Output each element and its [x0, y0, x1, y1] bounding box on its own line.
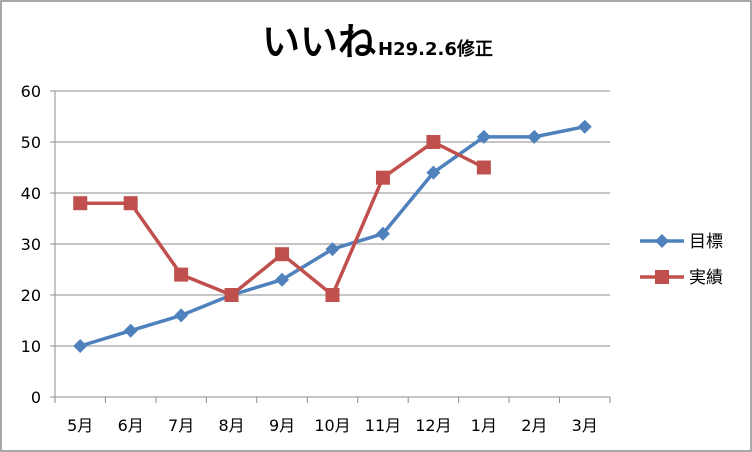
series-2-point	[174, 267, 189, 282]
series-2-point	[275, 247, 290, 262]
series-2-point	[325, 288, 340, 302]
series-2-point	[224, 288, 239, 302]
legend-label: 目標	[689, 232, 723, 252]
series-2-point	[375, 170, 390, 185]
x-tick-label: 1月	[471, 416, 497, 435]
x-tick-label: 2月	[521, 416, 547, 435]
legend-marker	[655, 234, 669, 248]
x-tick-label: 6月	[118, 416, 144, 435]
series-1-point	[275, 272, 290, 287]
x-tick-label: 7月	[168, 416, 194, 435]
series-1-point	[375, 226, 390, 241]
y-tick-label: 40	[21, 184, 41, 203]
axes: 0 10 20 30 40 50 60 5月 6月 7月 8月 9月 10月 11月 12月 1月 2月 3月	[21, 82, 611, 435]
x-tick-label: 12月	[415, 416, 451, 435]
legend-label: 実績	[689, 268, 723, 288]
series-1-point	[577, 119, 592, 134]
series-2-point	[73, 196, 88, 211]
x-tick-label: 5月	[67, 416, 93, 435]
x-tick-label: 11月	[365, 416, 401, 435]
series-2-point	[476, 160, 491, 175]
y-tick-label: 0	[31, 388, 41, 407]
series-1-point	[73, 339, 88, 353]
series-1	[73, 119, 592, 353]
legend-item-1: 目標	[640, 232, 723, 252]
series-2	[73, 135, 491, 302]
x-tick-label: 8月	[218, 416, 244, 435]
series-1-point	[174, 308, 189, 323]
series	[73, 119, 592, 353]
x-tick-label: 10月	[314, 416, 350, 435]
series-1-point	[476, 129, 491, 144]
y-tick-label: 50	[21, 133, 41, 152]
series-1-point	[325, 242, 340, 257]
y-tick-label: 60	[21, 82, 41, 101]
series-1-point	[123, 323, 138, 338]
y-tick-label: 20	[21, 286, 41, 305]
chart-title-main: いいね	[262, 20, 376, 64]
series-1-point	[426, 165, 441, 180]
chart-subtitle: H29.2.6修正	[378, 38, 493, 60]
chart-title: いいね H29.2.6修正	[262, 20, 493, 64]
y-tick-label: 10	[21, 337, 41, 356]
series-2-point	[123, 196, 138, 211]
y-tick-label: 30	[21, 235, 41, 254]
legend-item-2: 実績	[640, 268, 723, 288]
legend-marker	[655, 270, 669, 284]
x-tick-label: 9月	[269, 416, 295, 435]
series-1-point	[527, 129, 542, 144]
series-2-point	[426, 135, 441, 149]
x-tick-label: 3月	[572, 416, 598, 435]
